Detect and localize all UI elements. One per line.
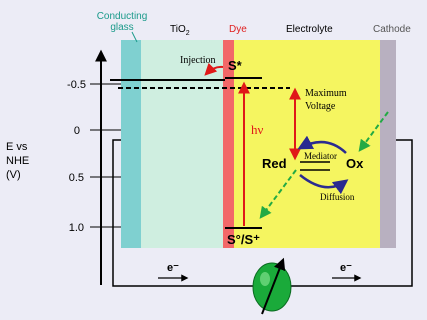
tick-label-2: 0	[74, 125, 80, 137]
cathode-label: Cathode	[373, 24, 411, 35]
tick-label-4: 1.0	[69, 222, 84, 234]
red-to-dye-arrow	[259, 169, 297, 219]
max-voltage-label-line1: Maximum	[305, 88, 347, 99]
dye-label: Dye	[229, 24, 247, 35]
axis-label-line3: (V)	[6, 169, 21, 181]
mediator-top-arrow	[297, 135, 347, 154]
axis-label-line1: E vs	[6, 141, 28, 153]
electrolyte-label: Electrolyte	[286, 24, 333, 35]
conducting-glass-layer	[121, 40, 141, 248]
tick-label-1: -0.5	[67, 79, 86, 91]
electron-right-label: e⁻	[340, 262, 352, 274]
max-voltage-label-line2: Voltage	[305, 101, 336, 112]
tick-label-3: 0.5	[69, 172, 84, 184]
excited-state-label: S*	[228, 58, 243, 73]
mediator-bottom-arrow	[299, 174, 349, 195]
cathode-layer	[380, 40, 396, 248]
hv-label: hν	[251, 122, 264, 137]
injection-label: Injection	[180, 55, 216, 66]
dye-layer	[223, 40, 234, 248]
glass-label-line2: glass	[110, 22, 133, 33]
electron-left-label: e⁻	[167, 262, 179, 274]
ox-label: Ox	[346, 156, 364, 171]
diffusion-label: Diffusion	[320, 192, 355, 202]
glass-label-line1: Conducting	[97, 11, 148, 22]
ground-state-label: S°/S⁺	[227, 232, 260, 247]
tio2-label: TiO2	[170, 24, 190, 37]
injection-arrow	[204, 62, 224, 76]
mediator-label: Mediator	[304, 151, 337, 161]
red-label: Red	[262, 156, 287, 171]
axis-label-line2: NHE	[6, 155, 29, 167]
resistor-load-icon	[252, 257, 292, 315]
glass-label-pointer	[131, 31, 138, 43]
